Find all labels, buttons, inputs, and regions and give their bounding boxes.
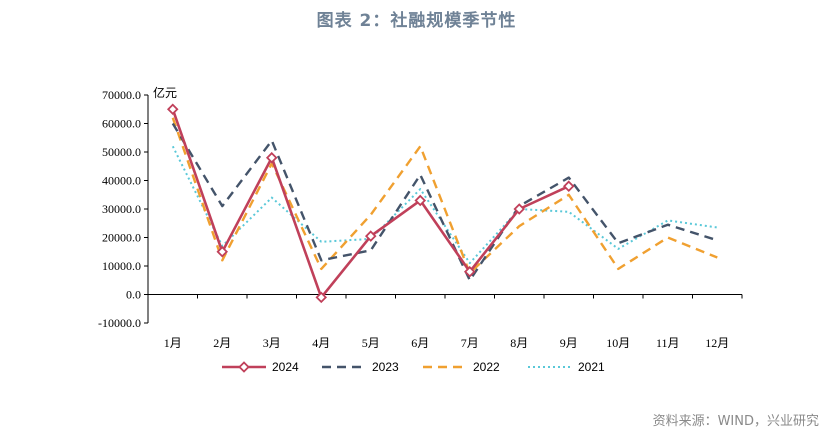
x-tick-label: 1月: [164, 336, 182, 350]
x-tick-label: 5月: [362, 336, 380, 350]
x-tick-label: 10月: [606, 336, 630, 350]
x-tick-label: 7月: [461, 336, 479, 350]
series-line-2023: [171, 122, 718, 282]
y-tick-label: 50000.0: [102, 145, 141, 159]
y-tick-label: 20000.0: [102, 231, 141, 245]
data-point-2024: [166, 103, 179, 116]
legend-label-2024: 2024: [272, 360, 299, 374]
x-tick-label: 8月: [510, 336, 528, 350]
data-point-2024: [463, 265, 476, 278]
y-tick-label: 30000.0: [102, 202, 141, 216]
source-note: 资料来源：WIND，兴业研究: [652, 414, 819, 429]
data-point-2024: [513, 203, 526, 215]
legend-marker-2024: [238, 361, 250, 373]
data-point-2024: [562, 180, 575, 192]
legend-label-2022: 2022: [473, 360, 500, 374]
x-tick-label: 12月: [705, 336, 729, 350]
y-tick-label: 70000.0: [102, 88, 141, 102]
x-tick-label: 4月: [312, 336, 330, 350]
x-tick-label: 3月: [263, 336, 281, 350]
series-line-2021: [171, 145, 718, 265]
legend-label-2023: 2023: [372, 360, 399, 374]
x-tick-label: 9月: [560, 336, 578, 350]
data-point-2024: [265, 151, 278, 164]
y-tick-label: 60000.0: [102, 117, 141, 131]
series-line-2024: [171, 108, 570, 299]
x-tick-label: 6月: [411, 336, 429, 350]
data-point-2024: [315, 291, 328, 304]
chart-title: 图表 2：社融规模季节性: [316, 11, 517, 31]
series-line-2022: [171, 117, 718, 275]
data-point-2024: [216, 245, 229, 258]
legend-label-2021: 2021: [578, 360, 605, 374]
y-tick-label: -10000.0: [98, 316, 141, 330]
x-tick-label: 11月: [656, 336, 680, 350]
y-tick-label: 40000.0: [102, 174, 141, 188]
data-point-2024: [414, 194, 427, 207]
data-point-2024: [364, 230, 377, 242]
y-tick-label: 0.0: [126, 288, 141, 302]
y-unit-label: 亿元: [153, 85, 177, 100]
x-tick-label: 2月: [213, 336, 231, 350]
y-tick-label: 10000.0: [102, 259, 141, 273]
